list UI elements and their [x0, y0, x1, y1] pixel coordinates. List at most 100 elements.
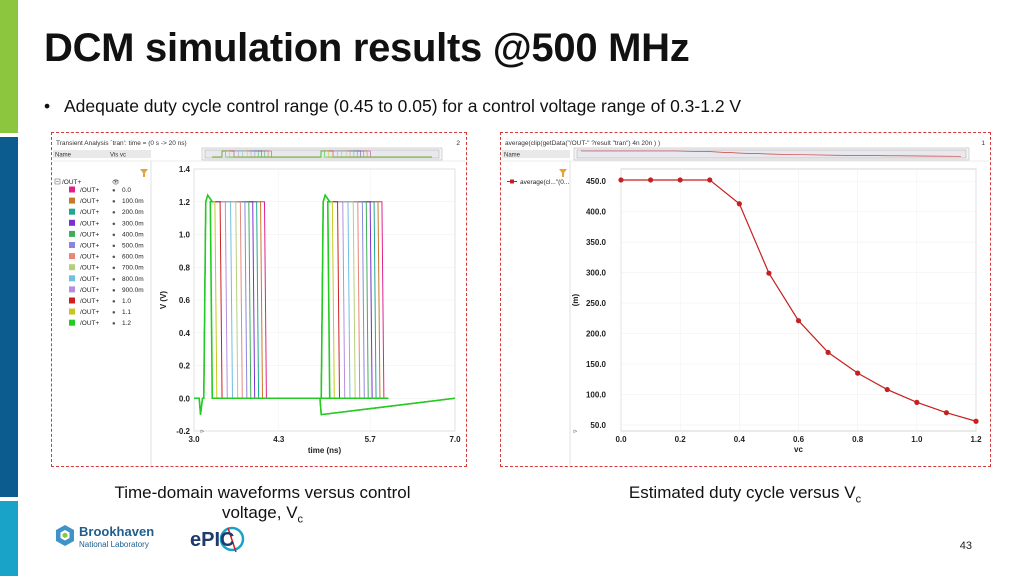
- signal-name: /OUT+: [80, 265, 100, 272]
- data-point: [647, 177, 654, 183]
- signal-name: /OUT+: [80, 309, 100, 316]
- signal-name: /OUT+: [80, 243, 100, 250]
- x-axis-label: vc: [794, 445, 803, 454]
- signal-vc-value: 100.0m: [122, 198, 144, 205]
- slide-title: DCM simulation results @500 MHz: [44, 26, 690, 70]
- y-tick-label: 50.0: [590, 421, 606, 430]
- panel-header-number: 2: [456, 140, 460, 147]
- y-tick-label: 0.2: [179, 362, 191, 371]
- visibility-icon: ●: [112, 321, 116, 327]
- page-number: 43: [959, 540, 972, 552]
- signal-color-swatch: [69, 230, 75, 237]
- y-tick-label: 0.0: [179, 394, 191, 403]
- y-tick-label: 100.0: [586, 390, 607, 399]
- y-tick-label: 250.0: [586, 299, 607, 308]
- collapse-icon[interactable]: [54, 178, 61, 185]
- signal-vc-value: 600.0m: [122, 254, 144, 261]
- x-tick-label: 7.0: [449, 435, 461, 444]
- x-axis-label: time (ns): [308, 446, 342, 455]
- column-header: [502, 150, 570, 158]
- visibility-icon: ●: [112, 310, 116, 316]
- visibility-icon: ●: [112, 221, 116, 227]
- filter-icon[interactable]: [559, 169, 567, 177]
- x-tick-label: 0.8: [852, 435, 864, 444]
- epic-ring: [219, 526, 245, 552]
- caption-left-subscript: c: [297, 513, 304, 526]
- bullet-point: • Adequate duty cycle control range (0.45…: [44, 96, 741, 117]
- y-axis-label: V (V): [159, 291, 168, 310]
- expand-icon[interactable]: ⊳: [200, 429, 205, 435]
- x-tick-label: 3.0: [188, 435, 200, 444]
- y-tick-label: 1.4: [179, 165, 191, 174]
- overview-scrollbar[interactable]: [204, 149, 440, 159]
- signal-vc-value: 700.0m: [122, 265, 144, 272]
- y-tick-label: 350.0: [586, 238, 607, 247]
- signal-vc-value: 300.0m: [122, 220, 144, 227]
- signal-list: /OUT+ ● 0.0/OUT+ ● 100.0m/OUT+ ● 200.0m/OUT+ ● 3…: [69, 186, 144, 327]
- signal-name: /OUT+: [80, 287, 100, 294]
- y-tick-label: -0.2: [176, 427, 190, 436]
- signal-name: /OUT+: [80, 198, 100, 205]
- transient-waveform-plot: Transient Analysis `tran': time = (0 s -…: [53, 140, 465, 466]
- data-point: [677, 177, 683, 183]
- signal-vc-value: 900.0m: [122, 287, 144, 294]
- logo-text: ePIC: [190, 529, 234, 551]
- caption-left-line1: Time-domain waveforms versus control: [114, 483, 411, 502]
- y-tick-label: 1.0: [179, 231, 191, 240]
- signal-vc-value: 1.1: [122, 309, 131, 316]
- visibility-icon: ●: [112, 299, 116, 305]
- data-point: [855, 370, 861, 376]
- x-tick-label: 0.6: [793, 435, 805, 444]
- logo-line2: National Laboratory: [79, 540, 149, 549]
- signal-vc-value: 1.2: [122, 320, 131, 327]
- eye-icon[interactable]: 👁: [112, 179, 120, 186]
- visibility-icon: ●: [112, 266, 116, 272]
- caption-left-line2: voltage, Vc: [80, 503, 445, 525]
- signal-name: /OUT+: [80, 298, 100, 305]
- y-tick-label: 300.0: [586, 269, 607, 278]
- signal-color-swatch: [69, 297, 75, 304]
- overview-waveform: [212, 150, 432, 158]
- waveform-line-1.2: [194, 193, 456, 416]
- signal-color-swatch: [69, 308, 75, 315]
- signal-color-swatch: [69, 242, 75, 248]
- y-tick-label: 0.8: [179, 263, 191, 272]
- col-name: Name: [55, 153, 72, 159]
- accent-bar-blue: [0, 137, 18, 497]
- panel-header-text: average(clip(getData("/OUT-" ?result "tr…: [505, 140, 660, 147]
- panel-header-number: 1: [981, 140, 985, 147]
- signal-vc-value: 800.0m: [122, 276, 144, 283]
- legend-label: average(cl..."(0...: [520, 179, 569, 186]
- visibility-icon: ●: [112, 210, 116, 216]
- data-point: [884, 386, 890, 393]
- signal-name: /OUT+: [80, 187, 100, 194]
- visibility-icon: ●: [112, 232, 116, 238]
- data-point: [736, 201, 742, 207]
- signal-name: /OUT+: [80, 209, 100, 216]
- caption-right-subscript: c: [855, 493, 862, 506]
- hexagon-icon: [56, 525, 74, 546]
- data-point: [914, 399, 920, 405]
- visibility-icon: ●: [112, 255, 116, 261]
- overview-waveforms: [212, 150, 432, 158]
- accent-bar-green: [0, 0, 18, 133]
- signal-vc-value: 0.0: [122, 187, 131, 194]
- expand-icon[interactable]: ⊳: [573, 429, 578, 435]
- y-tick-label: 450.0: [586, 177, 607, 186]
- legend-marker: [510, 179, 514, 184]
- bullet-text: Adequate duty cycle control range (0.45 …: [64, 96, 742, 116]
- signal-name: /OUT+: [80, 231, 100, 238]
- y-tick-label: 1.2: [179, 198, 191, 207]
- visibility-icon: ●: [112, 277, 116, 283]
- data-point: [943, 410, 950, 416]
- signal-color-swatch: [69, 264, 75, 271]
- signal-color-swatch: [69, 319, 75, 326]
- signal-name: /OUT+: [80, 220, 100, 227]
- overview-curve: [581, 150, 962, 157]
- bullet-dot: •: [44, 96, 51, 116]
- x-tick-label: 0.4: [734, 435, 746, 444]
- x-tick-label: 5.7: [365, 435, 377, 444]
- y-axis-label: (m): [571, 293, 580, 306]
- column-header: [53, 150, 151, 158]
- filter-icon[interactable]: [140, 169, 148, 177]
